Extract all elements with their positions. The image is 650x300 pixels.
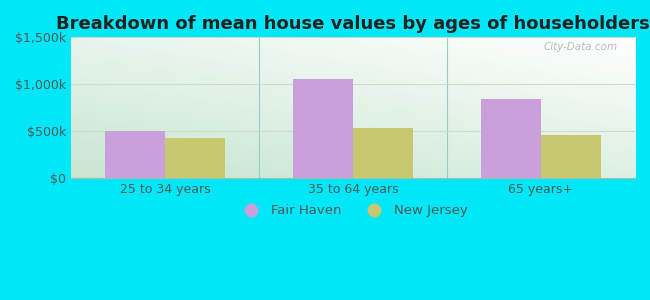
- Bar: [105, 131, 165, 178]
- Bar: [481, 99, 541, 178]
- Title: Breakdown of mean house values by ages of householders: Breakdown of mean house values by ages o…: [56, 15, 650, 33]
- Bar: [293, 79, 353, 178]
- Legend: Fair Haven, New Jersey: Fair Haven, New Jersey: [233, 199, 473, 223]
- Bar: [165, 138, 225, 178]
- Text: City-Data.com: City-Data.com: [544, 42, 618, 52]
- Bar: [353, 128, 413, 178]
- Bar: [541, 135, 601, 178]
